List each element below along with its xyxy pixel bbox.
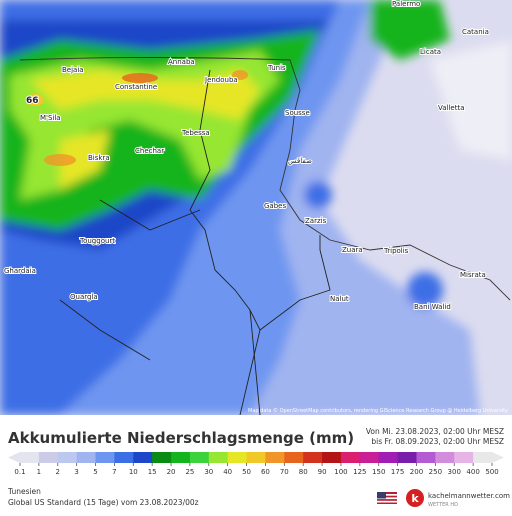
map-labels: Palermo Catania Licata Valletta Annaba B… — [3, 0, 490, 312]
place-label: Bejaia — [62, 66, 84, 74]
place-label: Touggourt — [79, 237, 115, 245]
colorbar-arrow-left — [8, 452, 20, 463]
brand[interactable]: kachelmannwetter.com — [428, 492, 510, 500]
place-label: Biskra — [88, 154, 110, 162]
place-label: Valletta — [438, 104, 465, 112]
colorbar-segment — [473, 452, 493, 463]
colorbar-segment — [208, 452, 229, 463]
colorbar-segment — [416, 452, 436, 463]
colorbar-segment — [76, 452, 97, 463]
colorbar-tick-label: 7 — [112, 468, 116, 476]
hotspots — [26, 70, 248, 166]
footer-model: Global US Standard (15 Tage) vom 23.08.2… — [8, 498, 199, 507]
place-label: Gabes — [264, 202, 286, 210]
colorbar-tick-label: 2 — [56, 468, 60, 476]
colorbar-tick-label: 175 — [391, 468, 404, 476]
colorbar-tick-label: 100 — [334, 468, 347, 476]
place-label: Constantine — [115, 83, 157, 91]
colorbar-tick-label: 3 — [74, 468, 78, 476]
place-label: Bani Walid — [414, 303, 451, 311]
colorbar-tick-label: 0.1 — [14, 468, 25, 476]
colorbar-segment — [95, 452, 115, 463]
legend-from: Von Mi. 23.08.2023, 02:00 Uhr MESZ — [366, 427, 504, 436]
colorbar-tick-label: 10 — [129, 468, 138, 476]
place-label: Tebessa — [181, 129, 210, 137]
colorbar-tick-label: 50 — [242, 468, 251, 476]
colorbar-tick-label: 40 — [223, 468, 232, 476]
colorbar-segment — [303, 452, 323, 463]
colorbar-tick-label: 125 — [353, 468, 366, 476]
colorbar-segment — [20, 452, 40, 463]
place-label: Sousse — [285, 109, 310, 117]
colorbar-tick-label: 80 — [299, 468, 308, 476]
legend-title: Akkumulierte Niederschlagsmenge (mm) — [8, 429, 354, 447]
colorbar-arrow-right — [492, 452, 504, 463]
place-label: Ouargla — [70, 293, 98, 301]
colorbar-tick-label: 60 — [261, 468, 270, 476]
place-label: Palermo — [392, 0, 420, 8]
colorbar-segment — [284, 452, 304, 463]
colorbar-tick-label: 90 — [318, 468, 327, 476]
logo-mark: k — [411, 492, 419, 505]
precip-field — [0, 0, 512, 415]
colorbar-segment — [246, 452, 266, 463]
colorbar-segment — [57, 452, 78, 463]
colorbar-segment — [114, 452, 134, 463]
place-label: Chechar — [135, 147, 164, 155]
colorbar-segment — [152, 452, 172, 463]
legend-to: bis Fr. 08.09.2023, 02:00 Uhr MESZ — [371, 437, 504, 446]
colorbar-tick-label: 1 — [37, 468, 41, 476]
colorbar-segment — [340, 452, 361, 463]
place-label: Tripolis — [383, 247, 409, 255]
colorbar-segment — [322, 452, 342, 463]
colorbar-tick-label: 500 — [485, 468, 498, 476]
colorbar-tick-label: 200 — [410, 468, 423, 476]
place-label: Zarzis — [305, 217, 327, 225]
brand-sub: WETTER HD — [428, 502, 458, 508]
colorbar-segment — [359, 452, 380, 463]
footer-region: Tunesien — [7, 487, 41, 496]
flag — [377, 492, 397, 504]
colorbar-tick-label: 400 — [466, 468, 479, 476]
colorbar-tick-label: 30 — [204, 468, 213, 476]
colorbar-tick-label: 300 — [448, 468, 461, 476]
colorbar-tick-label: 20 — [167, 468, 176, 476]
colorbar-segment — [171, 452, 191, 463]
colorbar-segment — [38, 452, 59, 463]
place-label: Misrata — [460, 271, 486, 279]
colorbar: 0.1 1 2 3 5 7 10 15 20 25 30 40 50 60 70 80 90 100 125 150 1… — [8, 452, 504, 476]
map: Palermo Catania Licata Valletta Annaba B… — [0, 0, 512, 415]
place-label: Annaba — [168, 58, 195, 66]
colorbar-tick-label: 25 — [185, 468, 194, 476]
place-label: Catania — [462, 28, 489, 36]
colorbar-segment — [265, 452, 285, 463]
place-label: Zuara — [342, 246, 363, 254]
attribution: Map data © OpenStreetMap contributors, r… — [248, 407, 508, 414]
colorbar-tick-label: 70 — [280, 468, 289, 476]
colorbar-segment — [189, 452, 210, 463]
colorbar-segment — [227, 452, 248, 463]
place-label: صفاقس — [288, 157, 312, 165]
borders — [19, 57, 511, 415]
place-label: Ghardaia — [4, 267, 36, 275]
colorbar-tick-label: 150 — [372, 468, 385, 476]
colorbar-segment — [133, 452, 153, 463]
colorbar-tick-label: 250 — [429, 468, 442, 476]
colorbar-segment — [435, 452, 455, 463]
colorbar-tick-label: 15 — [148, 468, 157, 476]
legend-panel — [0, 415, 512, 512]
place-label: M'Sila — [40, 114, 61, 122]
place-label: Jendouba — [204, 76, 238, 84]
max-value-label: 66 — [26, 96, 39, 106]
logo — [406, 489, 424, 507]
colorbar-segment — [397, 452, 417, 463]
colorbar-segment — [454, 452, 474, 463]
place-label: Licata — [420, 48, 441, 56]
place-label: Tunis — [267, 64, 286, 72]
colorbar-tick-label: 5 — [93, 468, 97, 476]
colorbar-segment — [378, 452, 399, 463]
place-label: Nalut — [330, 295, 349, 303]
